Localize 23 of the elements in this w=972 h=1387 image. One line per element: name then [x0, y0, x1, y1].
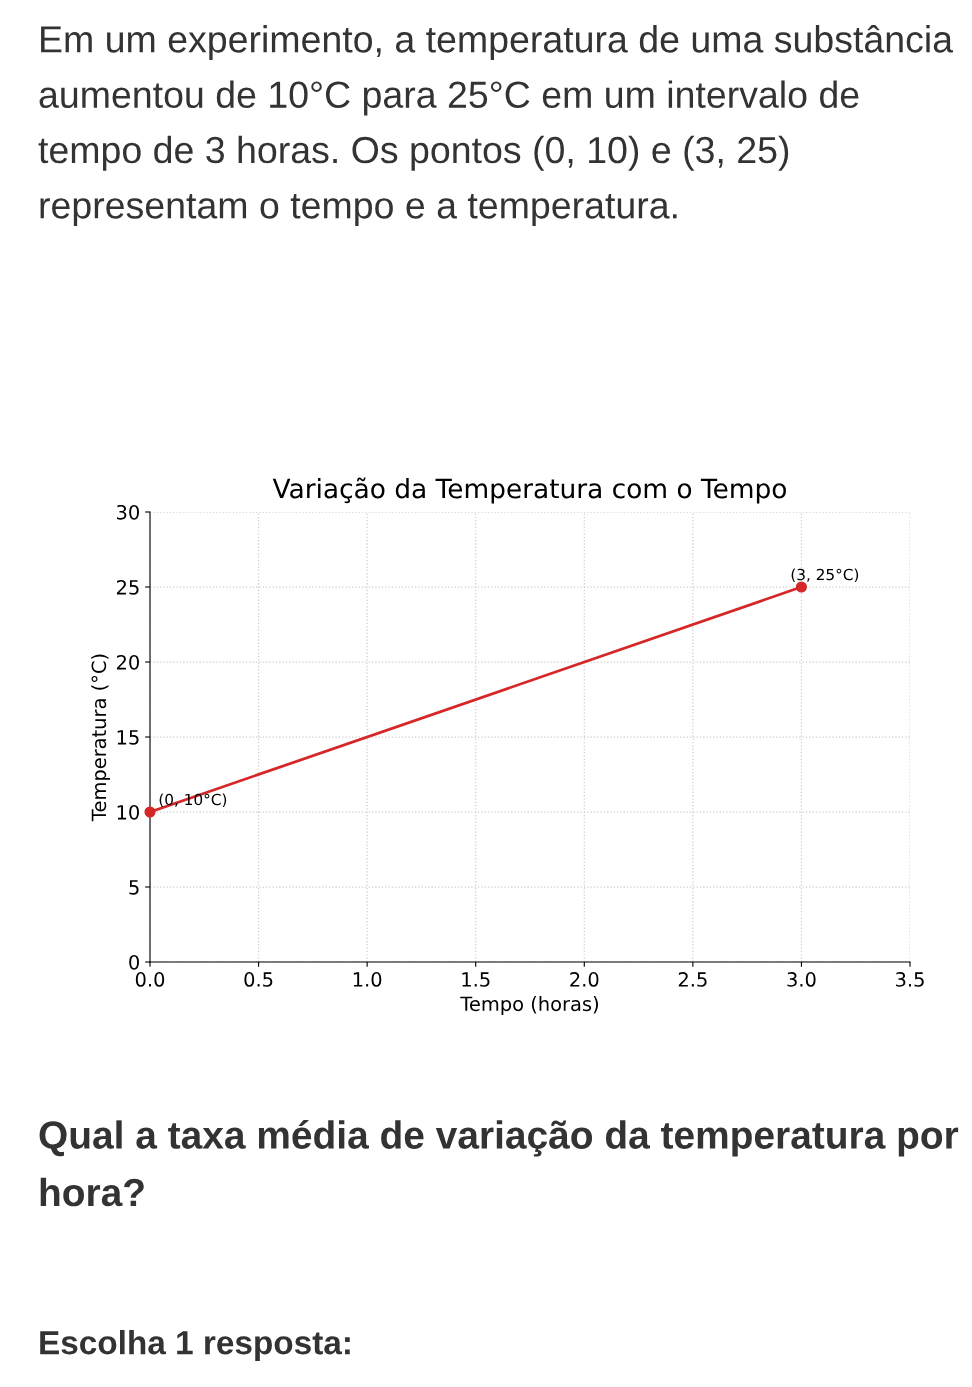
y-axis-title: Temperatura (°C)	[91, 654, 110, 822]
annotation: (0, 10°C)	[159, 793, 227, 808]
y-tick-label: 15	[117, 730, 139, 745]
text: Escolha 1 resposta:	[40, 1330, 350, 1362]
chart-title: Variação da Temperatura com o Tempo	[272, 477, 786, 504]
x-tick-label: 2.5	[678, 972, 707, 987]
y-tick-label: 5	[129, 880, 139, 895]
x-tick-label: 3.0	[787, 972, 816, 987]
text: Em um experimento, a temperatura de uma substância aumentou de 10°C para 25°C em um intervalo de tempo de 3 horas. Os pontos (0, 10) e (3, 25) representam o tempo e a temperatura.	[38, 25, 954, 227]
y-tick-label: 25	[116, 579, 139, 595]
x-tick-label: 3.5	[896, 972, 924, 987]
x-tick-label: 0.0	[135, 972, 165, 987]
y-tick-label: 0	[129, 954, 139, 970]
x-tick-label: 0.5	[244, 972, 273, 987]
y-tick-label: 20	[116, 654, 139, 670]
x-tick-label: 1.0	[353, 972, 382, 987]
x-axis-title: Tempo (horas)	[460, 996, 598, 1015]
x-tick-label: 1.5	[462, 972, 490, 987]
annotation: (3, 25°C)	[791, 568, 859, 583]
text: Qual a taxa média de variação da temperatura por hora?	[39, 1120, 959, 1207]
y-tick-label: 10	[117, 804, 139, 820]
y-tick-label: 30	[117, 504, 139, 520]
x-tick-label: 2.0	[570, 972, 599, 987]
